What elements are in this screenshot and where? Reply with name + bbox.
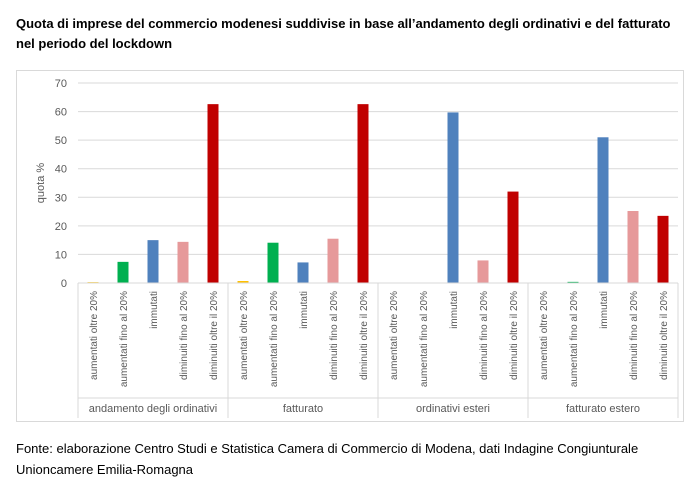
x-tick-label: diminuiti oltre il 20% (659, 291, 670, 380)
bar (207, 104, 219, 284)
x-tick-label: diminuiti fino al 20% (629, 291, 640, 380)
y-tick-label: 40 (55, 164, 67, 176)
chart-frame (16, 70, 684, 422)
bar (507, 191, 519, 283)
x-tick-label: immutati (149, 291, 160, 329)
y-axis-label: quota % (35, 163, 47, 204)
x-tick-label: immutati (449, 291, 460, 329)
bar (357, 104, 369, 284)
x-tick-label: diminuiti oltre il 20% (359, 291, 370, 380)
bar (477, 260, 489, 283)
x-tick-label: diminuiti fino al 20% (329, 291, 340, 380)
y-tick-label: 70 (55, 78, 67, 90)
x-tick-label: immutati (599, 291, 610, 329)
x-tick-label: aumentati fino al 20% (419, 291, 430, 387)
y-tick-label: 50 (55, 135, 67, 147)
y-tick-label: 20 (55, 221, 67, 233)
bar (177, 241, 189, 283)
x-tick-label: diminuiti fino al 20% (179, 291, 190, 380)
group-label: fatturato (283, 403, 323, 415)
bar-chart: 0 10 20 30 40 50 60 70 quota % aumentati oltre 20… (35, 78, 679, 418)
x-tick-label: aumentati fino al 20% (269, 291, 280, 387)
x-tick-label: aumentati oltre 20% (539, 291, 550, 380)
bar (267, 242, 279, 283)
y-tick-label: 0 (61, 278, 67, 290)
x-tick-label: aumentati fino al 20% (119, 291, 130, 387)
bar (447, 112, 459, 283)
y-tick-label: 30 (55, 192, 67, 204)
group-label: ordinativi esteri (416, 403, 490, 415)
bar (657, 215, 669, 283)
y-tick-label: 10 (55, 249, 67, 261)
x-tick-label: aumentati oltre 20% (89, 291, 100, 380)
chart-title: Quota di imprese del commercio modenesi … (16, 16, 671, 51)
bar (567, 281, 579, 283)
x-tick-label: diminuiti oltre il 20% (209, 291, 220, 380)
bar (597, 137, 609, 283)
x-tick-label: immutati (299, 291, 310, 329)
bar (297, 262, 309, 283)
source-note: Fonte: elaborazione Centro Studi e Stati… (16, 441, 639, 477)
bar (237, 281, 249, 283)
bar (327, 238, 339, 283)
bar (627, 211, 639, 283)
bar (117, 261, 129, 283)
y-tick-label: 60 (55, 107, 67, 119)
bar (147, 240, 159, 283)
group-label: andamento degli ordinativi (89, 403, 217, 415)
group-label: fatturato estero (566, 403, 640, 415)
x-tick-label: diminuiti fino al 20% (479, 291, 490, 380)
x-tick-label: aumentati oltre 20% (389, 291, 400, 380)
x-tick-label: aumentati oltre 20% (239, 291, 250, 380)
x-tick-label: diminuiti oltre il 20% (509, 291, 520, 380)
x-tick-label: aumentati fino al 20% (569, 291, 580, 387)
